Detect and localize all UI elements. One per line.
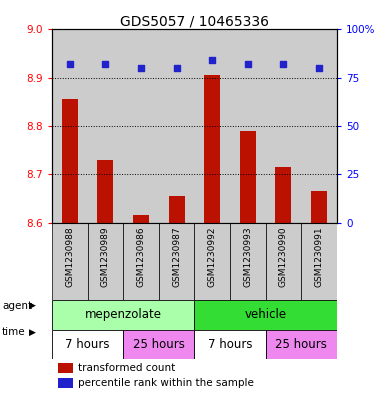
Bar	[159, 222, 194, 300]
Bar	[169, 196, 185, 222]
Text: GSM1230993: GSM1230993	[243, 226, 252, 287]
Bar	[62, 99, 78, 222]
Point	[138, 65, 144, 71]
Bar	[97, 160, 114, 222]
Text: ▶: ▶	[29, 301, 36, 310]
Point	[316, 65, 322, 71]
Bar	[311, 191, 327, 222]
Bar	[123, 222, 159, 300]
Bar	[230, 222, 266, 300]
Text: transformed count: transformed count	[78, 363, 175, 373]
Bar	[88, 222, 123, 300]
Bar	[204, 75, 220, 222]
Text: GSM1230989: GSM1230989	[101, 226, 110, 287]
Text: GSM1230992: GSM1230992	[208, 226, 217, 287]
Title: GDS5057 / 10465336: GDS5057 / 10465336	[120, 14, 269, 28]
Text: GSM1230986: GSM1230986	[137, 226, 146, 287]
Bar	[52, 29, 88, 222]
Text: 7 hours: 7 hours	[65, 338, 110, 351]
Text: GSM1230988: GSM1230988	[65, 226, 74, 287]
Text: percentile rank within the sample: percentile rank within the sample	[78, 378, 253, 388]
Text: agent: agent	[2, 301, 32, 311]
Text: 25 hours: 25 hours	[275, 338, 327, 351]
Bar	[266, 29, 301, 222]
Bar	[275, 167, 291, 222]
Text: GSM1230990: GSM1230990	[279, 226, 288, 287]
Bar	[88, 29, 123, 222]
Bar	[230, 29, 266, 222]
Point	[102, 61, 109, 67]
Bar	[123, 29, 159, 222]
Bar	[266, 330, 337, 360]
Text: GSM1230987: GSM1230987	[172, 226, 181, 287]
Text: GSM1230991: GSM1230991	[315, 226, 323, 287]
Text: time: time	[2, 327, 25, 337]
Text: mepenzolate: mepenzolate	[85, 308, 162, 321]
Point	[67, 61, 73, 67]
Bar	[123, 330, 194, 360]
Point	[280, 61, 286, 67]
Bar	[194, 330, 266, 360]
Bar	[52, 330, 123, 360]
Bar	[301, 29, 337, 222]
Bar	[194, 300, 337, 330]
Bar	[52, 300, 194, 330]
Text: ▶: ▶	[29, 328, 36, 336]
Point	[209, 57, 215, 64]
Text: 25 hours: 25 hours	[133, 338, 185, 351]
Point	[174, 65, 180, 71]
Bar	[194, 29, 230, 222]
Bar	[301, 222, 337, 300]
Bar	[266, 222, 301, 300]
Bar	[240, 131, 256, 222]
Bar	[58, 363, 73, 373]
Text: vehicle: vehicle	[244, 308, 287, 321]
Bar	[159, 29, 194, 222]
Point	[245, 61, 251, 67]
Bar	[58, 378, 73, 388]
Bar	[52, 222, 88, 300]
Bar	[133, 215, 149, 222]
Text: 7 hours: 7 hours	[208, 338, 252, 351]
Bar	[194, 222, 230, 300]
